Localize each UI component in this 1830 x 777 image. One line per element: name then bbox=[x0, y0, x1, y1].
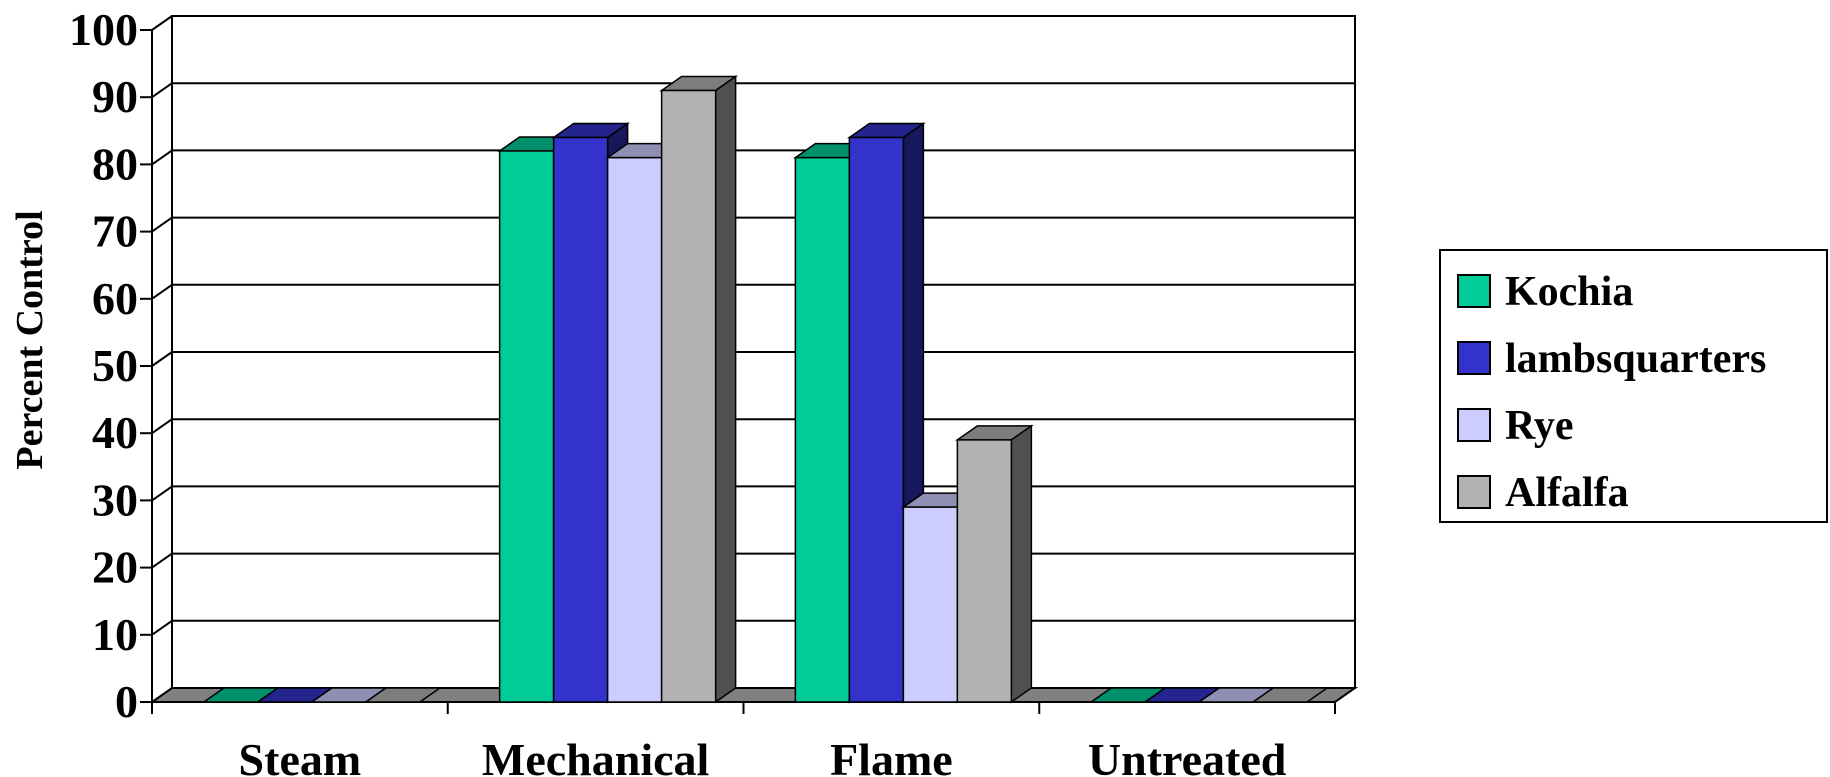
legend: Kochia lambsquarters Rye Alfalfa bbox=[1439, 249, 1828, 523]
bar-front bbox=[498, 150, 555, 703]
gridline-side bbox=[151, 418, 173, 435]
y-tick-labels: 0 10 20 30 40 50 60 70 80 90 100 bbox=[69, 4, 138, 727]
y-tick-label: 30 bbox=[92, 474, 138, 525]
bar-side bbox=[1010, 424, 1033, 704]
gridline-side bbox=[151, 15, 173, 31]
legend-item: Rye bbox=[1457, 403, 1574, 449]
gridline-side bbox=[151, 216, 173, 233]
bar-side bbox=[714, 75, 737, 704]
x-category-label: Untreated bbox=[1088, 734, 1287, 777]
legend-item: Kochia bbox=[1457, 269, 1633, 315]
y-tick-label: 20 bbox=[92, 542, 138, 593]
y-tick-label: 100 bbox=[69, 4, 138, 55]
y-tick-label: 60 bbox=[92, 273, 138, 324]
legend-swatch bbox=[1457, 408, 1491, 442]
bar-top bbox=[1250, 687, 1330, 703]
bar-front bbox=[848, 136, 905, 703]
gridline-side bbox=[151, 283, 173, 300]
bar-alfalfa-mechanical bbox=[659, 75, 739, 704]
legend-item: Alfalfa bbox=[1457, 470, 1629, 516]
bar-front bbox=[606, 156, 663, 703]
gridline-side bbox=[151, 149, 173, 166]
y-tick-label: 70 bbox=[92, 206, 138, 257]
x-category-label: Flame bbox=[830, 734, 953, 777]
gridline-side bbox=[151, 82, 173, 99]
bar-front bbox=[956, 439, 1013, 703]
legend-swatch bbox=[1457, 341, 1491, 375]
bar-front bbox=[794, 156, 851, 703]
legend-label: Alfalfa bbox=[1505, 470, 1629, 516]
bar-alfalfa-steam bbox=[363, 687, 443, 703]
y-tick-label: 90 bbox=[92, 71, 138, 122]
bar-alfalfa-flame bbox=[954, 424, 1034, 704]
legend-box bbox=[1439, 249, 1828, 523]
x-category-label: Steam bbox=[239, 734, 362, 777]
y-tick-label: 50 bbox=[92, 340, 138, 391]
y-tick-label: 40 bbox=[92, 407, 138, 458]
gridline-side bbox=[151, 485, 173, 502]
bar-front bbox=[660, 89, 717, 703]
y-axis-title: Percent Control bbox=[9, 210, 51, 469]
y-tick-label: 80 bbox=[92, 138, 138, 189]
legend-item: lambsquarters bbox=[1457, 336, 1766, 382]
x-category-labels: Steam Mechanical Flame Untreated bbox=[239, 734, 1287, 777]
bar-alfalfa-untreated bbox=[1250, 687, 1330, 703]
bar-front bbox=[552, 136, 609, 703]
y-tick-label: 10 bbox=[92, 609, 138, 660]
legend-label: lambsquarters bbox=[1505, 336, 1766, 382]
y-tick-label: 0 bbox=[115, 676, 138, 727]
gridline-side bbox=[151, 351, 173, 367]
bar-front bbox=[902, 506, 959, 703]
legend-swatch bbox=[1457, 475, 1491, 509]
gridline-side bbox=[151, 619, 173, 636]
bars bbox=[201, 75, 1330, 704]
bar-top bbox=[363, 687, 443, 703]
gridline-side bbox=[151, 552, 173, 569]
legend-label: Rye bbox=[1505, 403, 1574, 449]
x-category-label: Mechanical bbox=[482, 734, 709, 777]
legend-label: Kochia bbox=[1505, 269, 1633, 315]
legend-swatch bbox=[1457, 274, 1491, 308]
gridlines bbox=[151, 15, 1355, 636]
